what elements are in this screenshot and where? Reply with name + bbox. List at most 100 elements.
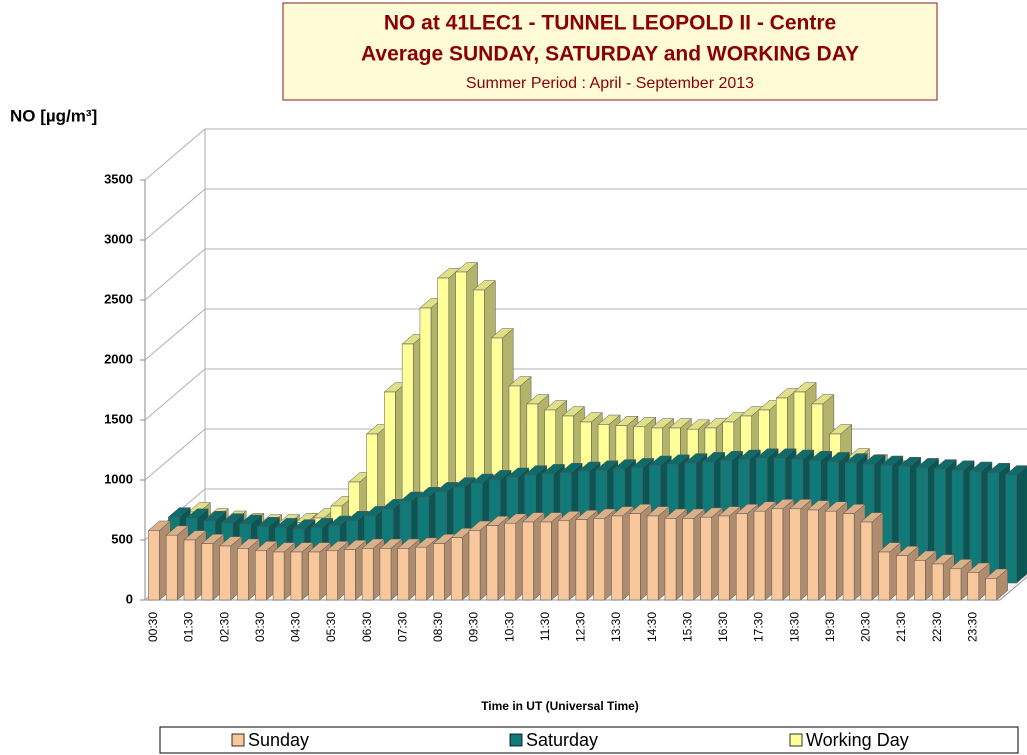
- x-tick-label: 16:30: [716, 612, 730, 642]
- bar-front: [326, 550, 338, 601]
- bar-front: [896, 555, 908, 601]
- x-tick-label: 09:30: [467, 612, 481, 642]
- bar-front: [468, 530, 481, 601]
- bar-front: [397, 548, 410, 601]
- bar-front: [272, 551, 285, 601]
- x-tick-label: 21:30: [894, 612, 908, 642]
- bar-front: [860, 521, 873, 601]
- bar-front: [646, 515, 659, 601]
- x-tick-label: 23:30: [965, 612, 979, 642]
- bar-front: [611, 515, 623, 601]
- bar-front: [504, 522, 516, 601]
- bar-front: [985, 578, 997, 601]
- bar: [967, 562, 991, 601]
- legend-label: Working Day: [806, 730, 909, 750]
- x-tick-label: 05:30: [324, 612, 338, 642]
- bar-front: [718, 515, 730, 601]
- legend-swatch: [509, 733, 523, 747]
- bar-front: [682, 518, 695, 601]
- x-tick-label: 13:30: [609, 612, 623, 642]
- bar-front: [522, 521, 534, 601]
- bar-front: [1005, 474, 1017, 584]
- legend-swatch: [231, 733, 245, 747]
- bar-front: [540, 521, 552, 601]
- bar-front: [433, 543, 445, 601]
- bar-front: [344, 549, 356, 601]
- legend-box: [159, 726, 1019, 754]
- bar-front: [931, 563, 944, 601]
- chart-subtitle: Summer Period : April - September 2013: [466, 75, 754, 92]
- title-box: [282, 2, 938, 101]
- y-tick-label: 500: [111, 531, 133, 546]
- x-tick-label: 22:30: [930, 612, 944, 642]
- bar-front: [825, 510, 837, 601]
- bar-front: [361, 548, 374, 601]
- y-tick-label: 3000: [104, 231, 133, 246]
- bar-front: [255, 550, 267, 601]
- bar-front: [735, 513, 748, 601]
- x-tick-label: 02:30: [217, 612, 231, 642]
- bar-front: [183, 539, 196, 601]
- grid-line: [144, 248, 1027, 301]
- bar-front: [700, 516, 712, 601]
- x-tick-label: 04:30: [289, 612, 303, 642]
- bar-front: [771, 508, 784, 601]
- grid-line: [144, 128, 1027, 181]
- x-tick-label: 11:30: [538, 612, 552, 641]
- bar-front: [575, 519, 588, 601]
- bar-front: [557, 520, 570, 601]
- bar-side: [1016, 465, 1027, 584]
- bar-front: [807, 509, 819, 601]
- y-tick-label: 2500: [104, 291, 133, 306]
- y-tick-label: 2000: [104, 351, 133, 366]
- bar-front: [290, 551, 303, 601]
- x-tick-label: 00:30: [146, 612, 160, 642]
- bar-front: [593, 518, 605, 601]
- x-tick-label: 19:30: [823, 612, 837, 642]
- x-tick-label: 15:30: [680, 612, 694, 642]
- x-axis-label: Time in UT (Universal Time): [481, 699, 639, 713]
- bar-front: [949, 568, 962, 601]
- bar-front: [219, 545, 231, 601]
- bar-front: [201, 543, 214, 601]
- bar: [1004, 465, 1027, 584]
- bar-front: [629, 513, 641, 601]
- y-tick-label: 1500: [104, 411, 133, 426]
- x-tick-label: 12:30: [574, 612, 588, 642]
- x-tick-label: 06:30: [360, 612, 374, 642]
- bar-front: [753, 510, 766, 601]
- legend: Sunday Saturday Working Day: [231, 730, 909, 750]
- bar-front: [165, 534, 178, 601]
- plot: 0 500 1000 1500 2000 2500 3000 3500 00:30 01:30 02…: [104, 128, 1027, 642]
- grid-line: [144, 368, 1027, 421]
- chart-subtitle: Average SUNDAY, SATURDAY and WORKING DAY: [361, 43, 859, 66]
- bar-front: [486, 525, 499, 601]
- bar-front: [450, 537, 463, 601]
- bar-front: [914, 560, 926, 601]
- x-tick-label: 18:30: [787, 612, 801, 642]
- x-tick-label: 03:30: [253, 612, 267, 642]
- grid-line: [144, 308, 1027, 361]
- chart-title: NO at 41LEC1 - TUNNEL LEOPOLD II - Centr…: [384, 12, 836, 35]
- bar-front: [878, 551, 890, 601]
- y-tick-label: 3500: [104, 171, 133, 186]
- bar-front: [415, 546, 427, 601]
- x-tick-label: 10:30: [502, 612, 516, 642]
- bar-front: [148, 530, 160, 601]
- legend-swatch: [789, 733, 803, 747]
- legend-label: Saturday: [526, 730, 598, 750]
- bar-front: [237, 548, 249, 601]
- x-tick-label: 07:30: [395, 612, 409, 642]
- x-tick-label: 14:30: [645, 612, 659, 642]
- bar-front: [789, 508, 801, 601]
- x-tick-label: 20:30: [859, 612, 873, 642]
- bar-front: [967, 572, 980, 601]
- bar-front: [842, 513, 855, 601]
- bar-front: [664, 518, 677, 601]
- y-tick-label: 0: [126, 591, 133, 606]
- bar-front: [379, 548, 392, 601]
- y-axis-label: NO [µg/m³]: [10, 106, 97, 125]
- bar: [984, 568, 1009, 601]
- x-tick-label: 01:30: [182, 612, 196, 642]
- y-tick-label: 1000: [104, 471, 133, 486]
